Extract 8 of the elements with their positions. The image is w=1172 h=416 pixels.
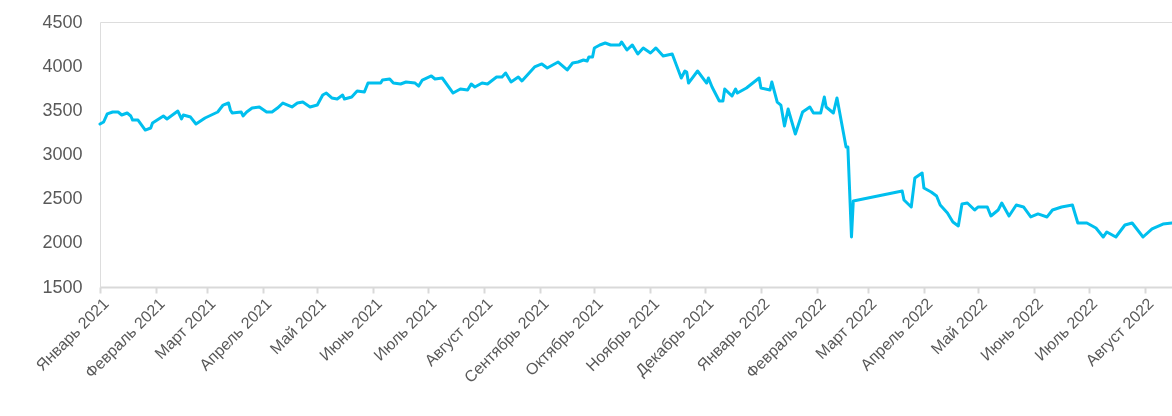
y-tick-label: 3500 (42, 99, 83, 120)
y-tick-label: 4000 (42, 55, 83, 76)
y-tick-label: 3000 (42, 144, 83, 164)
line-series (98, 40, 1172, 239)
y-tick-label: 4500 (42, 11, 83, 32)
y-tick-label: 2500 (42, 188, 83, 209)
y-tick-label: 2000 (42, 232, 83, 253)
y-tick-label: 1500 (42, 276, 83, 297)
